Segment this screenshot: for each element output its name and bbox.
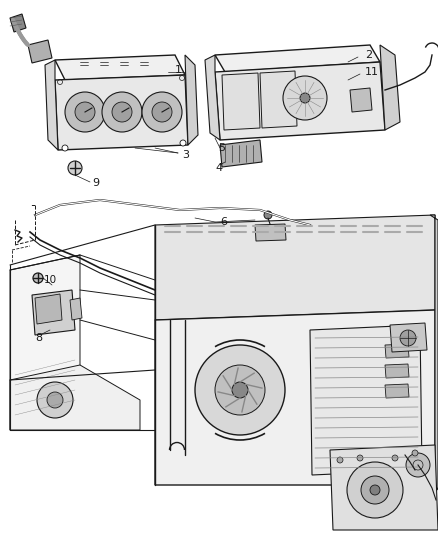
Circle shape <box>215 365 265 415</box>
Circle shape <box>264 211 272 219</box>
Circle shape <box>283 76 327 120</box>
Polygon shape <box>55 55 185 80</box>
Polygon shape <box>215 45 380 72</box>
Text: 1: 1 <box>175 65 182 75</box>
Circle shape <box>62 145 68 151</box>
Circle shape <box>412 450 418 456</box>
Circle shape <box>47 392 63 408</box>
Text: 6: 6 <box>220 217 227 227</box>
Polygon shape <box>28 40 52 63</box>
Polygon shape <box>45 60 58 150</box>
Polygon shape <box>55 75 188 150</box>
Polygon shape <box>385 364 409 378</box>
Polygon shape <box>10 255 80 430</box>
Polygon shape <box>10 14 26 32</box>
Text: 10: 10 <box>44 275 57 285</box>
Circle shape <box>180 140 186 146</box>
Polygon shape <box>10 365 140 430</box>
Circle shape <box>300 93 310 103</box>
Circle shape <box>406 453 430 477</box>
Polygon shape <box>185 55 198 145</box>
Circle shape <box>75 102 95 122</box>
Text: 5: 5 <box>218 143 225 153</box>
Text: 11: 11 <box>365 67 379 77</box>
Polygon shape <box>380 45 400 130</box>
Text: 4: 4 <box>215 163 222 173</box>
Circle shape <box>392 455 398 461</box>
Polygon shape <box>35 294 62 324</box>
Polygon shape <box>222 73 260 130</box>
Circle shape <box>65 92 105 132</box>
Polygon shape <box>350 88 372 112</box>
Polygon shape <box>220 140 262 167</box>
Circle shape <box>102 92 142 132</box>
Circle shape <box>357 455 363 461</box>
Polygon shape <box>155 215 435 320</box>
Polygon shape <box>255 224 286 241</box>
Circle shape <box>68 161 82 175</box>
Text: 2: 2 <box>365 50 372 60</box>
Circle shape <box>400 330 416 346</box>
Polygon shape <box>330 445 438 530</box>
Polygon shape <box>260 71 297 128</box>
Circle shape <box>142 92 182 132</box>
Circle shape <box>112 102 132 122</box>
Polygon shape <box>155 310 435 485</box>
Circle shape <box>37 382 73 418</box>
Circle shape <box>152 102 172 122</box>
Circle shape <box>347 462 403 518</box>
Polygon shape <box>430 215 438 490</box>
Text: 9: 9 <box>92 178 99 188</box>
Polygon shape <box>205 55 220 140</box>
Circle shape <box>195 345 285 435</box>
Polygon shape <box>310 325 422 475</box>
Circle shape <box>33 273 43 283</box>
Circle shape <box>337 457 343 463</box>
Polygon shape <box>385 384 409 398</box>
Circle shape <box>232 382 248 398</box>
Polygon shape <box>32 290 75 335</box>
Polygon shape <box>215 62 385 140</box>
Polygon shape <box>390 323 427 352</box>
Polygon shape <box>70 298 82 320</box>
Circle shape <box>361 476 389 504</box>
Circle shape <box>370 485 380 495</box>
Text: 8: 8 <box>35 333 42 343</box>
Polygon shape <box>385 344 409 358</box>
Text: 3: 3 <box>182 150 189 160</box>
